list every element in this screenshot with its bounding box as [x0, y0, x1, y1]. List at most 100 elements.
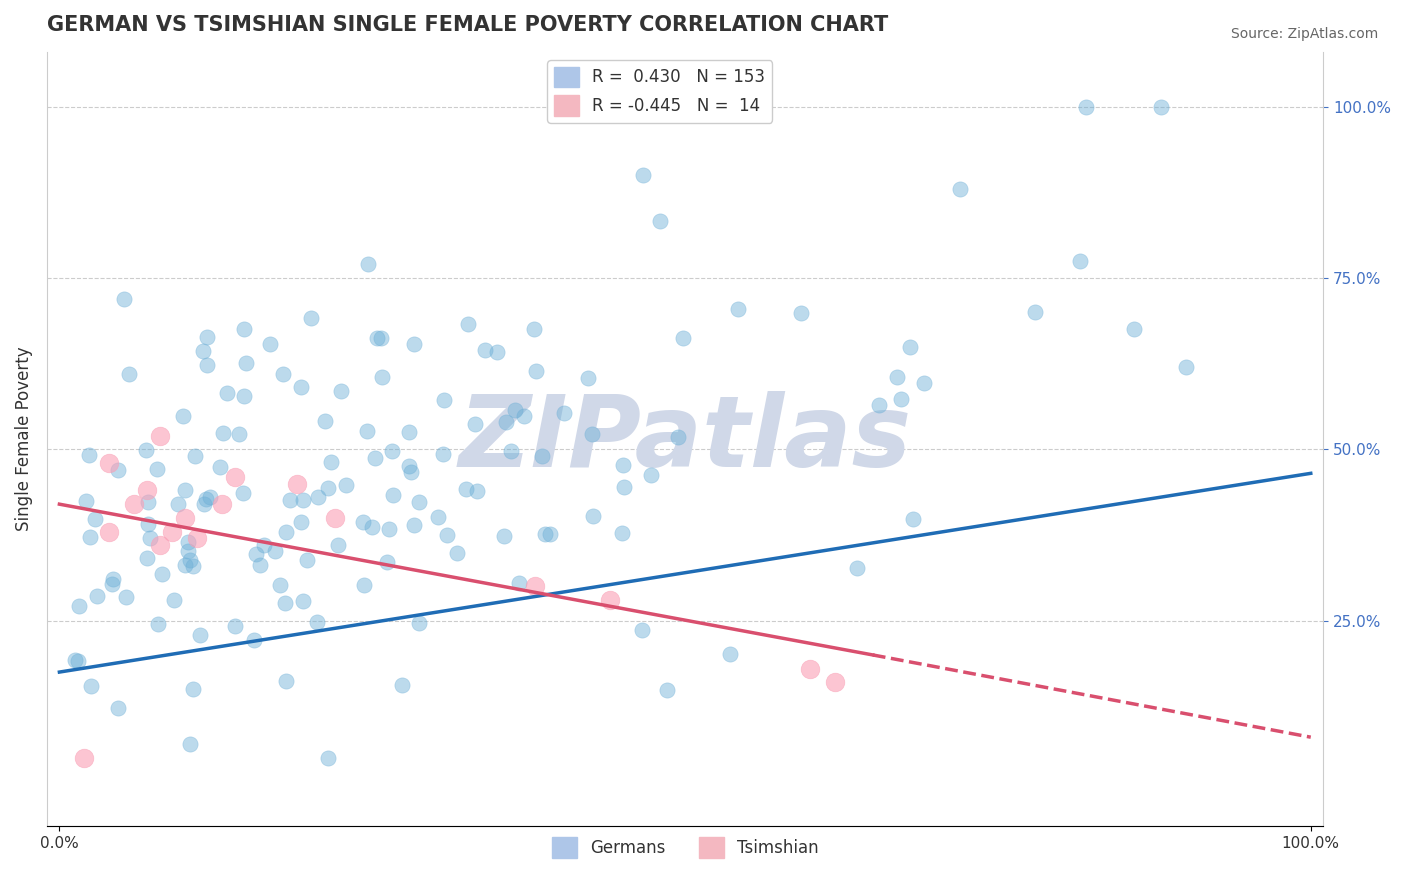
Point — [949, 182, 972, 196]
Point — [326, 538, 349, 552]
Point — [242, 633, 264, 648]
Point — [1069, 253, 1091, 268]
Point — [845, 560, 868, 574]
Point — [139, 531, 162, 545]
Y-axis label: Single Female Poverty: Single Female Poverty — [15, 347, 32, 532]
Point — [77, 449, 100, 463]
Point — [366, 331, 388, 345]
Point — [523, 322, 546, 336]
Point — [1074, 100, 1097, 114]
Point — [486, 345, 509, 359]
Point — [200, 490, 222, 504]
Point — [217, 385, 239, 400]
Point — [1024, 305, 1046, 319]
Point — [402, 337, 425, 351]
Point — [177, 543, 200, 558]
Point — [335, 478, 357, 492]
Point — [146, 616, 169, 631]
Point — [100, 576, 122, 591]
Point — [578, 371, 600, 385]
Point — [285, 476, 308, 491]
Point — [901, 512, 924, 526]
Legend: Germans, Tsimshian: Germans, Tsimshian — [546, 830, 825, 864]
Point — [194, 492, 217, 507]
Point — [508, 575, 530, 590]
Point — [432, 447, 454, 461]
Point — [148, 538, 170, 552]
Point — [1174, 360, 1197, 375]
Point — [319, 455, 342, 469]
Point — [224, 619, 246, 633]
Point — [533, 526, 555, 541]
Point — [398, 425, 420, 439]
Point — [79, 530, 101, 544]
Point — [124, 497, 146, 511]
Point — [353, 578, 375, 592]
Point — [655, 682, 678, 697]
Point — [314, 414, 336, 428]
Point — [299, 310, 322, 325]
Point — [193, 497, 215, 511]
Point — [364, 450, 387, 465]
Point — [232, 485, 254, 500]
Point — [136, 517, 159, 532]
Point — [235, 356, 257, 370]
Point — [86, 589, 108, 603]
Point — [276, 524, 298, 539]
Point — [330, 384, 353, 399]
Point — [67, 599, 90, 614]
Point — [360, 520, 382, 534]
Point — [316, 481, 339, 495]
Point — [191, 343, 214, 358]
Point — [263, 543, 285, 558]
Point — [898, 339, 921, 353]
Point — [323, 511, 346, 525]
Point — [274, 596, 297, 610]
Point — [184, 449, 207, 463]
Point — [135, 442, 157, 457]
Point — [115, 590, 138, 604]
Point — [211, 497, 233, 511]
Point — [290, 516, 312, 530]
Point — [136, 483, 159, 498]
Point — [188, 628, 211, 642]
Point — [454, 482, 477, 496]
Point — [274, 673, 297, 688]
Point — [1149, 100, 1171, 114]
Point — [890, 392, 912, 407]
Point — [371, 370, 394, 384]
Point — [163, 592, 186, 607]
Point — [253, 538, 276, 552]
Point — [503, 403, 526, 417]
Point — [352, 515, 374, 529]
Point — [98, 456, 121, 470]
Point — [305, 615, 328, 629]
Point — [209, 460, 232, 475]
Point — [357, 257, 380, 271]
Point — [666, 430, 689, 444]
Point — [467, 484, 489, 499]
Point — [160, 524, 183, 539]
Text: ZIPatlas: ZIPatlas — [458, 391, 911, 488]
Point — [63, 653, 86, 667]
Point — [80, 679, 103, 693]
Point — [799, 662, 821, 676]
Point — [269, 578, 291, 592]
Point — [107, 463, 129, 477]
Point — [73, 750, 96, 764]
Point — [136, 550, 159, 565]
Point — [212, 425, 235, 440]
Point — [181, 681, 204, 696]
Point — [233, 322, 256, 336]
Point — [886, 370, 908, 384]
Point — [150, 566, 173, 581]
Point — [613, 480, 636, 494]
Point — [633, 168, 655, 182]
Point — [76, 494, 98, 508]
Point — [174, 483, 197, 497]
Point — [474, 343, 496, 357]
Point — [427, 509, 450, 524]
Point — [727, 302, 749, 317]
Point — [118, 367, 141, 381]
Point — [582, 509, 605, 524]
